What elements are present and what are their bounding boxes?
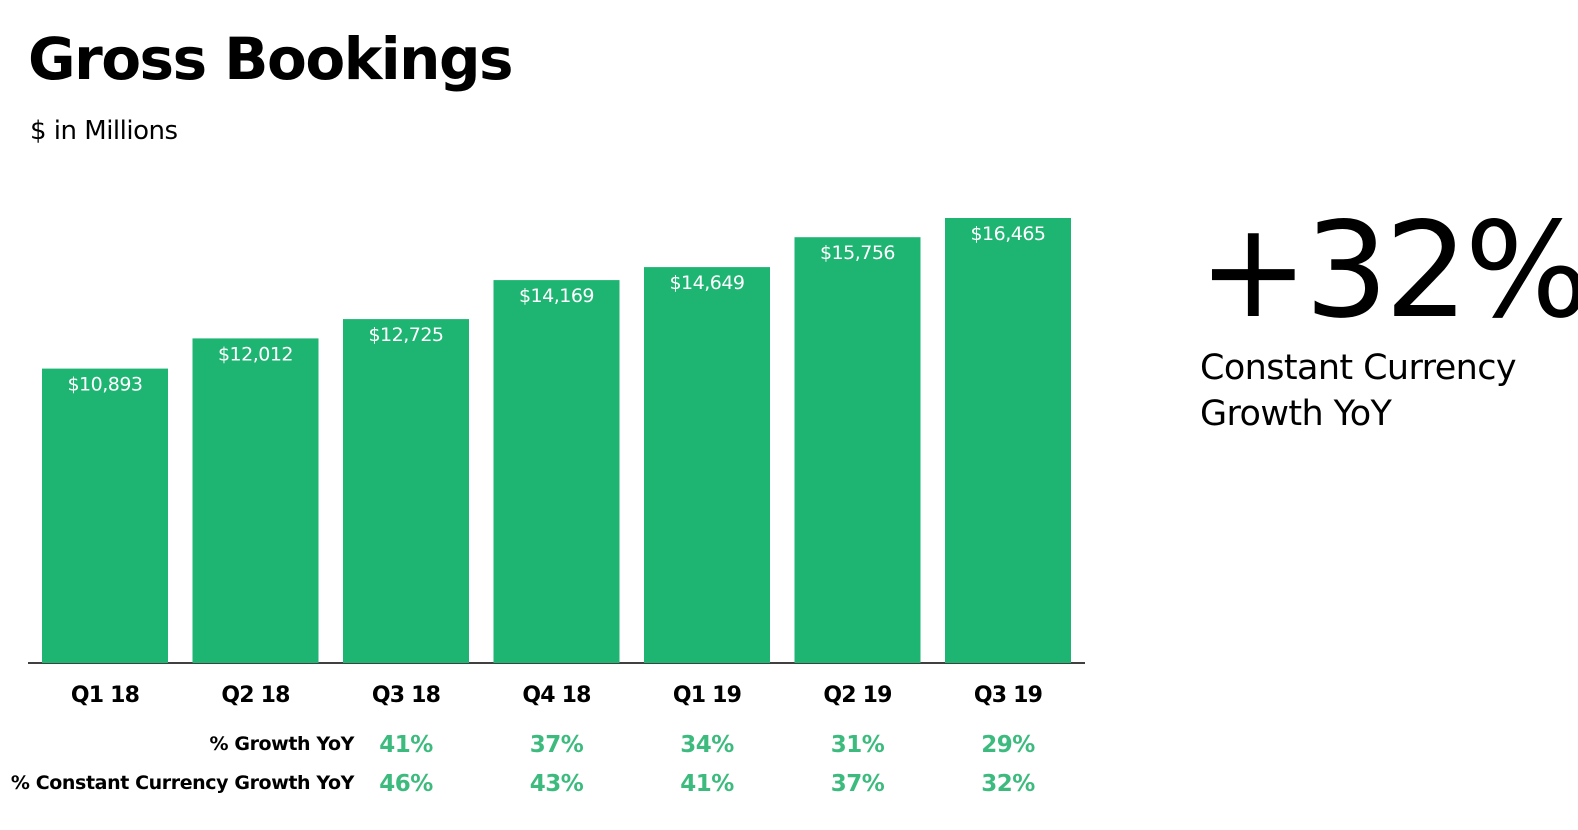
bar-q2-19 <box>794 237 921 663</box>
chart-title: Gross Bookings <box>28 25 513 93</box>
bar-q2-18 <box>192 338 319 663</box>
x-tick-label-q2-19: Q2 19 <box>823 683 891 708</box>
cc-growth-yoy-value-q1-19: 41% <box>680 771 734 797</box>
kpi-label: Constant Currency Growth YoY <box>1200 345 1560 437</box>
x-tick-label-q1-19: Q1 19 <box>673 683 741 708</box>
cc-growth-yoy-value-q3-18: 46% <box>379 771 433 797</box>
cc-growth-yoy-value-q3-19: 32% <box>981 771 1035 797</box>
bar-q3-18 <box>343 319 469 663</box>
growth-yoy-value-q3-19: 29% <box>981 732 1035 758</box>
data-label-q3-19: $16,465 <box>970 223 1045 245</box>
growth-values-group: 41% 37% 34% 31% 29% 46% 43% 41% 37% 32% <box>379 732 1036 797</box>
kpi-label-line2: Growth YoY <box>1200 394 1392 434</box>
bar-q1-19 <box>644 267 770 663</box>
x-tick-label-q3-19: Q3 19 <box>974 683 1042 708</box>
bars-group: $10,893 Q1 18 $12,012 Q2 18 $12,725 Q3 18 $14,… <box>42 218 1071 708</box>
growth-yoy-row-label: % Growth YoY <box>209 733 355 755</box>
bar-chart: $10,893 Q1 18 $12,012 Q2 18 $12,725 Q3 18 $14,… <box>28 218 1085 797</box>
growth-yoy-value-q3-18: 41% <box>379 732 433 758</box>
data-label-q2-19: $15,756 <box>820 242 895 264</box>
bar-q1-18 <box>42 368 168 663</box>
growth-yoy-value-q1-19: 34% <box>680 732 734 758</box>
cc-growth-yoy-value-q2-19: 37% <box>831 771 885 797</box>
x-tick-label-q1-18: Q1 18 <box>71 683 139 708</box>
data-label-q4-18: $14,169 <box>519 285 594 307</box>
cc-growth-yoy-value-q4-18: 43% <box>530 771 584 797</box>
growth-yoy-value-q2-19: 31% <box>831 732 885 758</box>
x-tick-label-q4-18: Q4 18 <box>522 683 590 708</box>
bar-q3-19 <box>945 218 1071 663</box>
kpi-label-line1: Constant Currency <box>1200 348 1517 388</box>
bar-q4-18 <box>493 280 620 663</box>
data-label-q1-18: $10,893 <box>67 374 142 396</box>
x-tick-label-q2-18: Q2 18 <box>221 683 289 708</box>
data-label-q1-19: $14,649 <box>669 272 744 294</box>
data-label-q3-18: $12,725 <box>368 324 443 346</box>
growth-yoy-value-q4-18: 37% <box>530 732 584 758</box>
data-label-q2-18: $12,012 <box>218 343 293 365</box>
cc-growth-yoy-row-label: % Constant Currency Growth YoY <box>10 772 355 794</box>
kpi-value: +32% <box>1198 194 1578 348</box>
chart-subtitle: $ in Millions <box>30 116 178 146</box>
x-tick-label-q3-18: Q3 18 <box>372 683 440 708</box>
